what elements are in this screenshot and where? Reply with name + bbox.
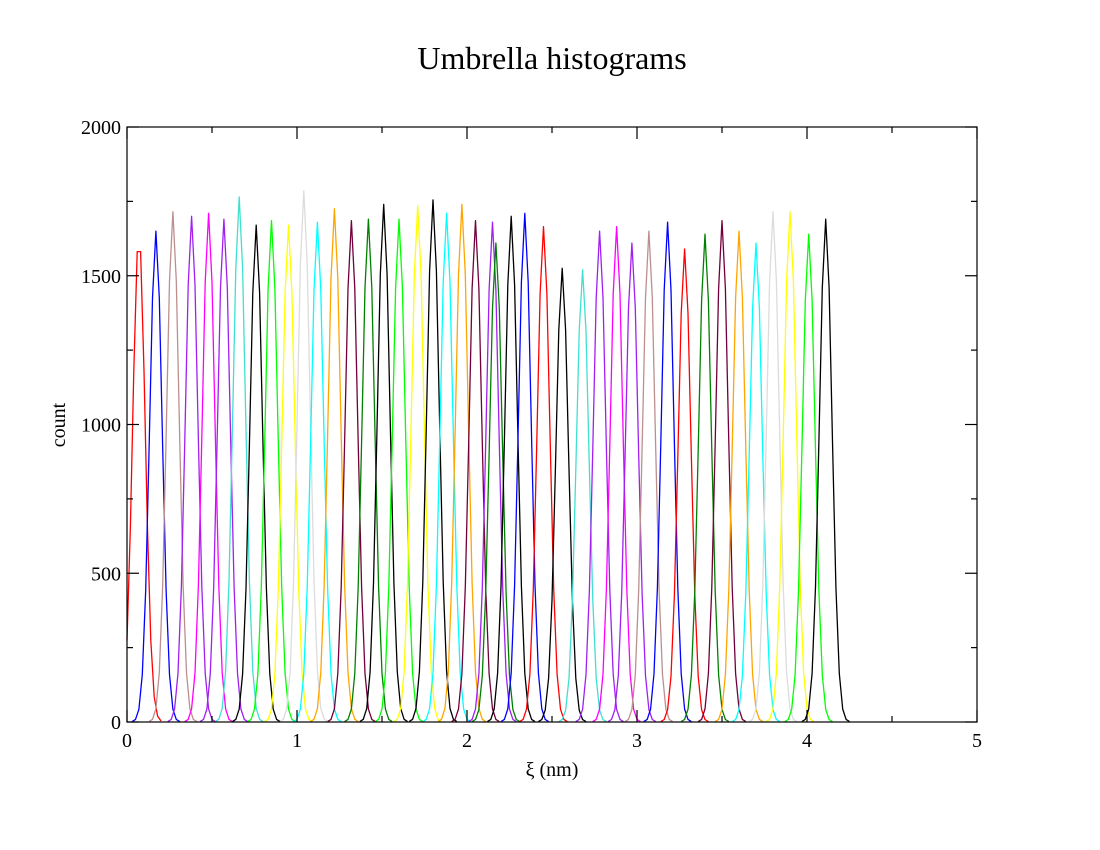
- histogram-series-16: [359, 203, 408, 723]
- x-axis-label: ξ (nm): [526, 759, 579, 781]
- y-axis-label: count: [48, 402, 70, 447]
- plot-frame: [126, 126, 978, 723]
- histogram-series-28: [538, 267, 587, 723]
- histogram-series-24: [471, 242, 521, 723]
- histogram-series-41: [765, 211, 815, 723]
- y-tick-label: 2000: [81, 117, 121, 139]
- histogram-series-32: [607, 242, 657, 723]
- x-tick-label: 4: [802, 730, 812, 752]
- histogram-series-38: [714, 230, 764, 723]
- histogram-series-26: [500, 212, 549, 723]
- histogram-series-40: [748, 211, 798, 723]
- histogram-series-36: [680, 233, 730, 723]
- x-tick-label: 3: [632, 730, 642, 752]
- histogram-series-5: [184, 212, 233, 723]
- histogram-series-14: [327, 220, 376, 723]
- histogram-series-19: [408, 199, 458, 723]
- x-tick-label: 5: [972, 730, 982, 752]
- histogram-series-13: [310, 208, 359, 723]
- histogram-series-29: [558, 269, 607, 723]
- histogram-series-10: [264, 224, 313, 723]
- histogram-series-35: [660, 248, 709, 723]
- histogram-series-12: [293, 221, 342, 723]
- histogram-series-3: [148, 211, 198, 723]
- histogram-series-39: [731, 242, 781, 723]
- y-tick-label: 1000: [81, 415, 121, 437]
- histogram-series-31: [592, 226, 641, 723]
- x-tick-label: 2: [462, 730, 472, 752]
- histogram-series-33: [624, 230, 674, 723]
- y-tick-label: 1500: [81, 266, 121, 288]
- histogram-series-1: [126, 250, 162, 722]
- chart-title: Umbrella histograms: [417, 40, 686, 76]
- x-tick-label: 0: [122, 730, 132, 752]
- histogram-series-2: [131, 230, 181, 723]
- histogram-series-30: [575, 230, 624, 723]
- histogram-series-42: [784, 233, 833, 723]
- histogram-series-21: [437, 203, 487, 723]
- histogram-series-17: [374, 218, 424, 723]
- histogram-series-27: [519, 226, 568, 723]
- histogram-series-8: [232, 224, 281, 723]
- histogram-series-9: [247, 220, 296, 723]
- histogram-series-6: [199, 218, 249, 723]
- histogram-series-34: [643, 221, 692, 723]
- ticks-layer: 0 1 2 3 4 5 0 500 1000 1500 2000: [81, 117, 982, 752]
- histogram-series-18: [393, 205, 442, 723]
- histogram-series-11: [279, 190, 328, 723]
- histogram-series-15: [344, 218, 393, 723]
- series-layer: [126, 190, 850, 723]
- histogram-series-4: [167, 215, 216, 723]
- histogram-series-43: [801, 218, 850, 723]
- histogram-series-22: [451, 220, 500, 723]
- histogram-series-7: [215, 196, 264, 723]
- y-tick-label: 500: [91, 563, 121, 585]
- histogram-series-37: [697, 220, 747, 723]
- y-tick-label: 0: [111, 712, 121, 734]
- x-tick-label: 1: [292, 730, 302, 752]
- histogram-series-20: [422, 212, 471, 723]
